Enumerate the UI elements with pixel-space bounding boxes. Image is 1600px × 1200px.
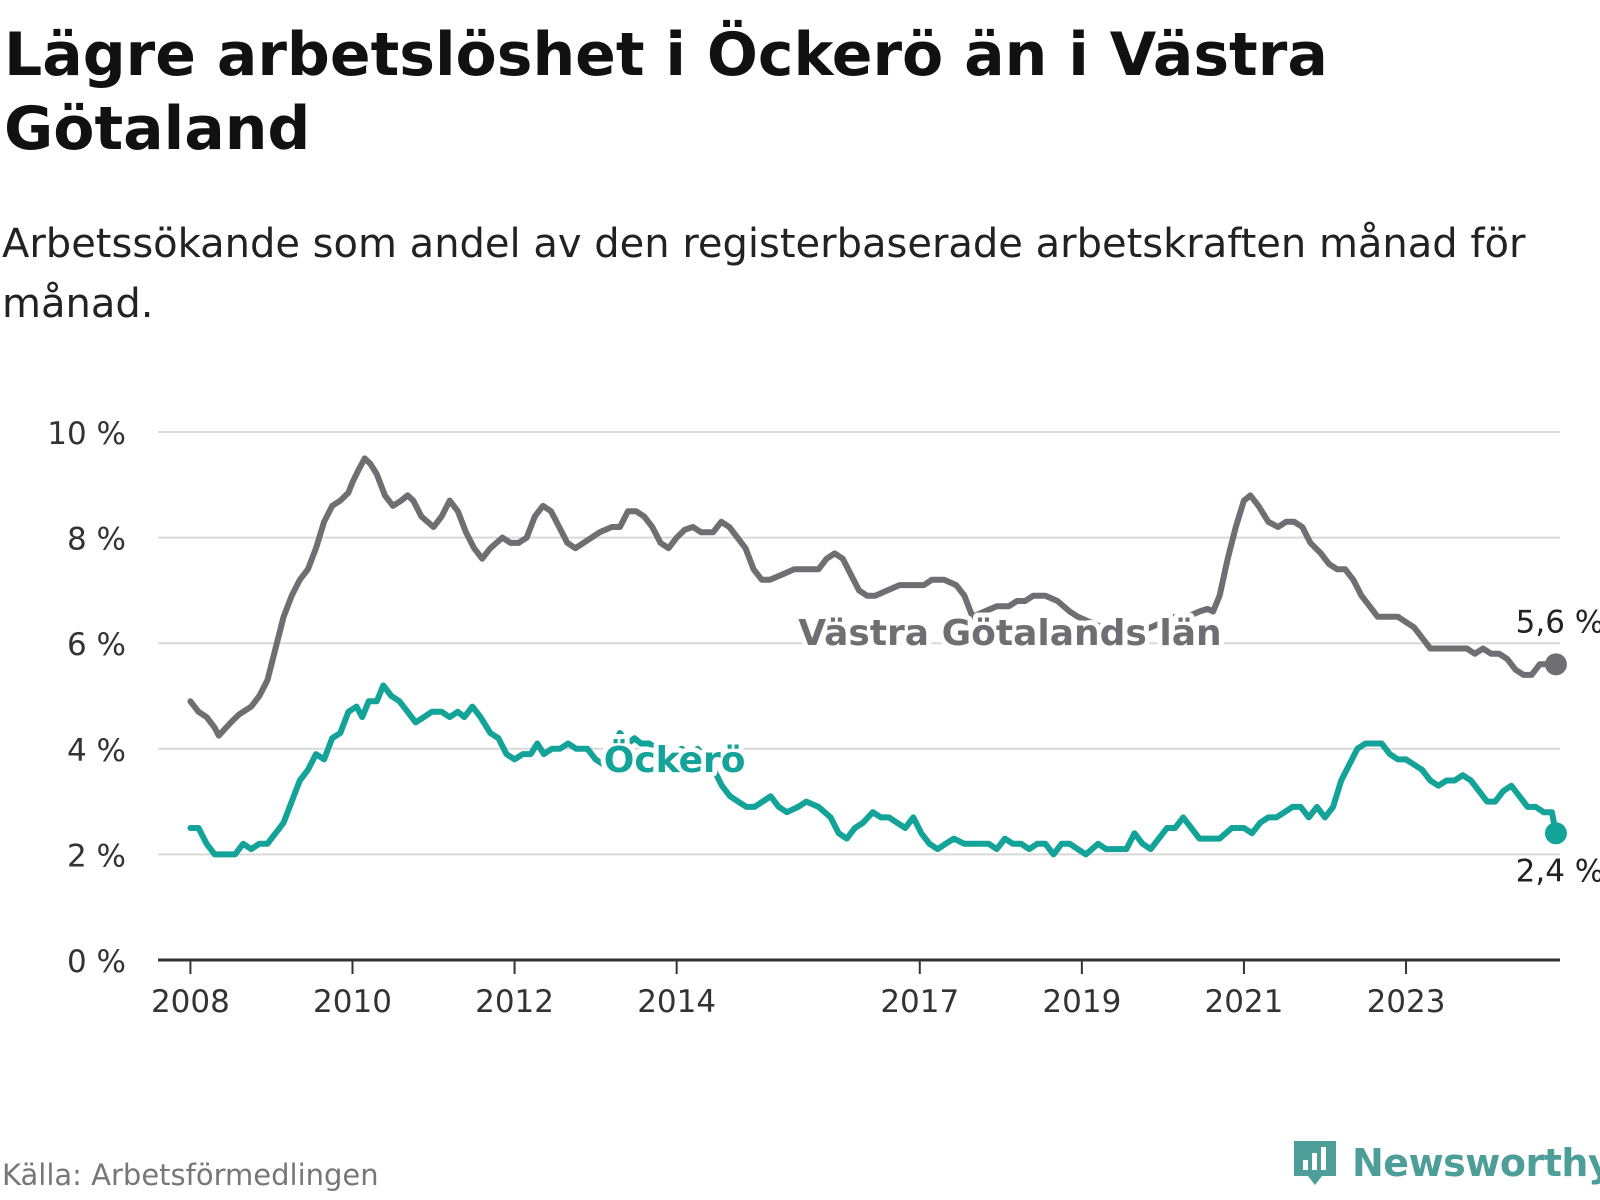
chart-subtitle: Arbetssökande som andel av den registerb… [2, 221, 1526, 327]
x-tick-label: 2017 [880, 984, 959, 1020]
x-tick-label: 2014 [637, 984, 716, 1020]
line-chart: 0 % 2 % 4 % 6 % 8 % 10 % 2008 2010 2012 2014 2017… [47, 416, 1600, 1020]
x-tick-label: 2012 [475, 984, 554, 1020]
x-tick-label: 2021 [1204, 984, 1283, 1020]
series-line-region [187, 455, 1559, 739]
series-line-local [187, 682, 1559, 858]
series-end-point [1544, 822, 1567, 845]
brand[interactable]: Newsworthy [1290, 1138, 1600, 1188]
series-labels: 5,6 % 2,4 % Västra Götalands län Öckerö [599, 604, 1600, 889]
x-tick-label: 2019 [1042, 984, 1121, 1020]
x-tick-label: 2023 [1367, 984, 1446, 1020]
y-tick-label: 2 % [67, 838, 126, 874]
x-axis-ticks: 2008 2010 2012 2014 2017 2019 2021 2023 [151, 958, 1560, 1020]
series-annotation-label: Öckerö [604, 739, 746, 781]
brand-name: Newsworthy [1352, 1141, 1600, 1185]
series-end-point [1544, 653, 1567, 676]
series-annotation-label: Västra Götalands län [798, 613, 1221, 654]
newsworthy-logo-icon [1294, 1141, 1336, 1185]
series-end-label: 5,6 % [1516, 604, 1600, 640]
y-tick-label: 0 % [67, 944, 126, 980]
series-lines [187, 455, 1567, 858]
y-tick-label: 4 % [67, 733, 126, 769]
chart-title: Lägre arbetslöshet i Öckerö än i Västra … [4, 20, 1328, 164]
x-tick-label: 2010 [313, 984, 392, 1020]
y-axis-ticks: 0 % 2 % 4 % 6 % 8 % 10 % [47, 416, 126, 980]
x-tick-label: 2008 [151, 984, 230, 1020]
series-end-label: 2,4 % [1516, 853, 1600, 889]
y-tick-label: 8 % [67, 522, 126, 558]
gridlines [158, 431, 1560, 856]
y-tick-label: 6 % [67, 627, 126, 663]
source-note: Källa: Arbetsförmedlingen [2, 1158, 379, 1192]
y-tick-label: 10 % [47, 416, 126, 452]
